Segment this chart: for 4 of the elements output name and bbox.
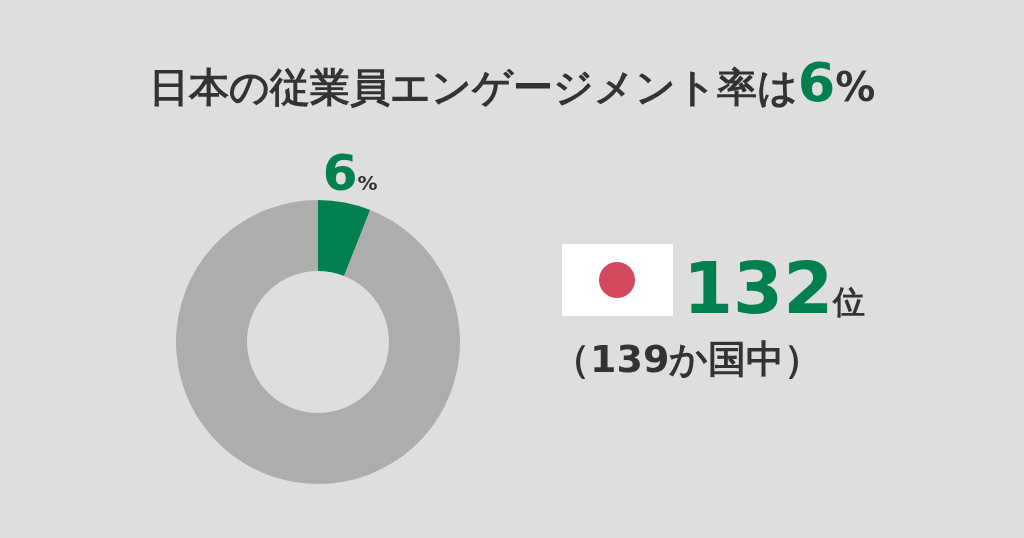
chart-title: 日本の従業員エンゲージメント率は6% [148,51,876,114]
data-label: 6% [322,144,378,203]
text: （139か国中） [552,337,823,381]
text: 132位 [683,246,866,330]
